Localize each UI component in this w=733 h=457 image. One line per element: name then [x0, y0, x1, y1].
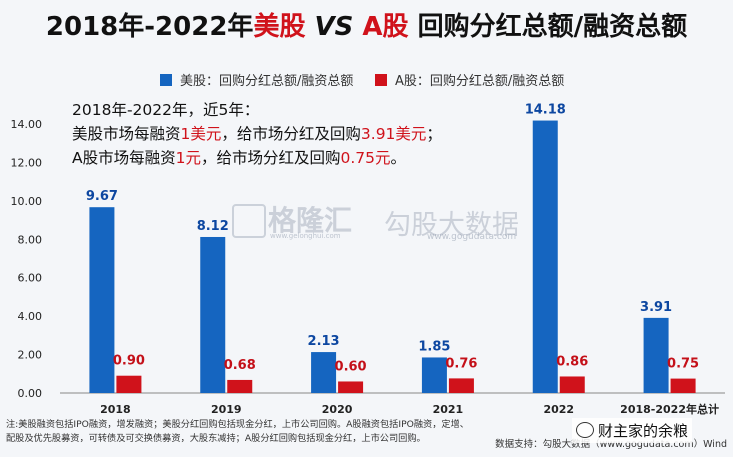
annotation-line-3-b: 1元 [175, 149, 201, 167]
x-tick-label-5: 2018-2022年总计 [620, 402, 719, 416]
title-part-years: 2018年-2022年 [45, 12, 254, 42]
footnote-line-2: 配股及优先股募资，可转债及可交换债募资，大股东减持；A股分红回购包括现金分红，上… [6, 432, 426, 444]
data-label-us-5: 3.91 [640, 300, 672, 315]
bar-us-0 [89, 207, 115, 393]
title-part-vs: VS [305, 12, 363, 42]
bar-us-2 [311, 352, 337, 393]
annotation-line-2-b: 1美元 [180, 125, 222, 143]
data-label-a-3: 0.76 [445, 356, 477, 371]
y-tick-label-1: 2.00 [18, 349, 43, 362]
legend-label-us: 美股：回购分红总额/融资总额 [180, 74, 354, 89]
bar-a-4 [559, 376, 585, 393]
footnote: 注:美股融资包括IPO融资，增发融资；美股分红回购包括现金分红，上市公司回购。A… [6, 418, 469, 445]
bar-us-5 [643, 317, 669, 393]
data-label-us-3: 1.85 [418, 339, 450, 354]
watermark-logo-icon [232, 204, 266, 238]
annotation-line-3-d: 0.75元 [340, 149, 391, 167]
y-tick-label-7: 14.00 [11, 118, 43, 131]
bar-us-1 [200, 236, 226, 393]
data-label-us-4: 14.18 [525, 103, 566, 118]
data-label-us-1: 8.12 [197, 219, 229, 234]
bar-a-0 [116, 375, 142, 393]
x-tick-label-0: 2018 [100, 403, 131, 416]
annotation-line-1: 2018年-2022年，近5年： [72, 101, 260, 119]
data-label-a-4: 0.86 [556, 354, 588, 369]
legend-label-a: A股：回购分红总额/融资总额 [395, 74, 565, 89]
annotation-line-3-a: A股市场每融资 [72, 149, 176, 167]
annotation-line-2: 美股市场每融资1美元，给市场分红及回购3.91美元； [72, 122, 442, 146]
y-tick-label-4: 8.00 [18, 233, 43, 246]
chart-title: 2018年-2022年美股 VS A股 回购分红总额/融资总额 [0, 6, 733, 43]
title-part-a: A股 [362, 12, 409, 42]
bar-a-1 [227, 379, 253, 393]
title-part-metric: 回购分红总额/融资总额 [408, 12, 688, 42]
annotation-line-2-e: ； [426, 125, 442, 143]
y-tick-label-6: 12.00 [11, 156, 43, 169]
bar-a-3 [448, 378, 474, 393]
annotation-line-3-c: ，给市场分红及回购 [200, 149, 341, 167]
data-label-us-0: 9.67 [86, 189, 118, 204]
data-label-a-5: 0.75 [667, 357, 699, 372]
y-tick-label-2: 4.00 [18, 310, 43, 323]
footnote-line-1: 注:美股融资包括IPO融资，增发融资；美股分红回购包括现金分红，上市公司回购。A… [6, 419, 469, 430]
data-source: 数据支持：勾股大数据（www.gogudata.com）Wind [495, 439, 727, 450]
legend-item-a: A股：回购分红总额/融资总额 [375, 70, 564, 89]
annotation-line-2-c: ，给市场分红及回购 [221, 125, 361, 143]
bar-a-5 [670, 378, 696, 393]
bar-us-4 [532, 120, 558, 393]
x-tick-label-3: 2021 [433, 403, 464, 416]
legend-swatch-us [160, 74, 172, 86]
watermark-brand-2: 勾股大数据 [384, 210, 519, 241]
x-tick-label-4: 2022 [543, 403, 574, 416]
y-tick-label-5: 10.00 [11, 195, 43, 208]
annotation: 2018年-2022年，近5年： 美股市场每融资1美元，给市场分红及回购3.91… [72, 98, 442, 170]
data-label-a-1: 0.68 [224, 358, 256, 373]
annotation-line-2-a: 美股市场每融资 [72, 125, 181, 143]
bar-a-2 [338, 381, 364, 393]
overlay-brand: 财主家的余粮 [572, 418, 693, 443]
annotation-line-3: A股市场每融资1元，给市场分红及回购0.75元。 [72, 146, 442, 170]
data-label-a-2: 0.60 [335, 359, 367, 374]
data-label-us-2: 2.13 [308, 334, 340, 349]
legend-swatch-a [375, 74, 387, 86]
annotation-line-2-d: 3.91美元 [360, 125, 427, 143]
legend-item-us: 美股：回购分红总额/融资总额 [160, 70, 353, 89]
overlay-brand-label: 财主家的余粮 [598, 422, 689, 440]
y-tick-label-3: 6.00 [18, 272, 43, 285]
bar-us-3 [421, 357, 447, 393]
title-part-us: 美股 [253, 12, 306, 42]
y-tick-label-0: 0.00 [18, 387, 43, 400]
watermark-sub-1: www.gelonghui.com [270, 232, 341, 240]
wechat-icon [576, 422, 594, 438]
annotation-line-3-e: 。 [390, 149, 407, 167]
watermark-sub-2: www.gogudata.com [427, 232, 517, 242]
x-tick-label-2: 2020 [322, 403, 353, 416]
watermark-brand-1: 格隆汇 [268, 204, 353, 237]
data-label-a-0: 0.90 [113, 354, 145, 369]
x-tick-label-1: 2019 [211, 403, 242, 416]
